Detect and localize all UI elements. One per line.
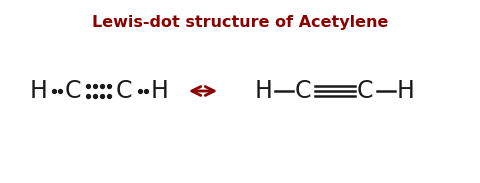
- Text: C: C: [116, 79, 132, 103]
- Text: C: C: [357, 79, 373, 103]
- Text: Lewis-dot structure of Acetylene: Lewis-dot structure of Acetylene: [92, 16, 388, 31]
- Text: H: H: [30, 79, 48, 103]
- Text: C: C: [295, 79, 312, 103]
- Text: C: C: [65, 79, 82, 103]
- Text: H: H: [397, 79, 415, 103]
- Text: H: H: [255, 79, 273, 103]
- Text: H: H: [151, 79, 169, 103]
